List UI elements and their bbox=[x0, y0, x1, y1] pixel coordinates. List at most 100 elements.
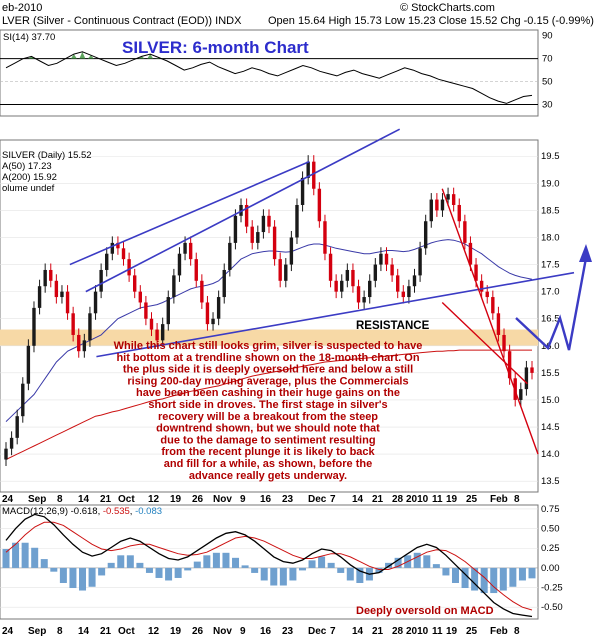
x-tick-label: 21 bbox=[372, 626, 384, 637]
price-tick-label: 14.0 bbox=[541, 449, 560, 460]
trendline bbox=[441, 188, 539, 455]
x-tick-label: 9 bbox=[240, 626, 246, 637]
candle-body bbox=[435, 199, 439, 211]
macd-histogram-bar bbox=[318, 556, 326, 568]
candle-body bbox=[519, 389, 523, 400]
x-tick-label: 2010 bbox=[406, 494, 429, 505]
macd-signal-line bbox=[5, 521, 533, 611]
macd-histogram-bar bbox=[471, 567, 479, 591]
x-tick-label: 14 bbox=[78, 494, 90, 505]
macd-histogram-bar bbox=[480, 567, 488, 594]
x-tick-label: Oct bbox=[118, 494, 135, 505]
rsi-overbought-fill bbox=[28, 51, 162, 59]
candle-body bbox=[256, 232, 260, 243]
x-tick-label: 26 bbox=[192, 494, 204, 505]
candle-body bbox=[440, 199, 445, 211]
candle-body bbox=[373, 264, 378, 281]
forecast-arrow-head bbox=[579, 244, 592, 262]
price-tick-label: 15.5 bbox=[541, 368, 560, 379]
candle-body bbox=[71, 313, 75, 335]
x-tick-label: 21 bbox=[100, 626, 112, 637]
macd-tick-label: 0.75 bbox=[541, 504, 560, 515]
candle-body bbox=[99, 269, 103, 292]
x-tick-label: 14 bbox=[78, 626, 90, 637]
x-tick-label: 25 bbox=[466, 494, 478, 505]
macd-histogram-bar bbox=[394, 557, 402, 568]
x-tick-label: 21 bbox=[372, 494, 384, 505]
macd-histogram-bar bbox=[499, 567, 507, 591]
macd-label-v3: -0.083 bbox=[135, 506, 162, 517]
macd-histogram-bar bbox=[337, 567, 345, 573]
candle-body bbox=[250, 226, 254, 243]
x-tick-label: 23 bbox=[282, 494, 294, 505]
price-tick-label: 15.0 bbox=[541, 395, 560, 406]
macd-histogram-bar bbox=[241, 565, 249, 568]
header-bar bbox=[0, 0, 599, 28]
macd-histogram-bar bbox=[2, 549, 10, 568]
trendline bbox=[441, 301, 528, 385]
candle-body bbox=[54, 280, 59, 298]
candle-body bbox=[334, 280, 338, 292]
candle-body bbox=[390, 264, 394, 276]
macd-histogram-bar bbox=[117, 555, 125, 568]
candle-body bbox=[356, 286, 361, 303]
resistance-label: RESISTANCE bbox=[356, 320, 430, 332]
macd-histogram-bar bbox=[298, 567, 306, 571]
x-tick-label: 12 bbox=[148, 494, 160, 505]
candle-body bbox=[485, 291, 489, 298]
macd-histogram-bar bbox=[222, 552, 230, 568]
x-tick-label: Dec bbox=[308, 626, 327, 637]
candle-body bbox=[77, 334, 81, 352]
commentary-line: hit bottom at a trendline shown on the 1… bbox=[116, 352, 419, 364]
candle-body bbox=[323, 221, 327, 254]
x-tick-label: 19 bbox=[170, 626, 182, 637]
macd-tick-label: 0.50 bbox=[541, 524, 560, 535]
macd-histogram-bar bbox=[308, 560, 316, 568]
commentary-line: While this chart still looks grim, silve… bbox=[114, 340, 423, 352]
macd-histogram-bar bbox=[193, 561, 201, 568]
candle-body bbox=[244, 204, 249, 227]
macd-histogram-bar bbox=[40, 559, 48, 568]
price-panel: 19.5 19.0 18.5 18.0 17.5 17.0 16.5 16.0 15.5 15.0… bbox=[0, 128, 592, 493]
macd-histogram-bar bbox=[442, 567, 450, 576]
macd-histogram-bar bbox=[31, 547, 39, 568]
macd-label-v2: -0.535 bbox=[103, 506, 130, 517]
macd-histogram-bar bbox=[107, 562, 115, 568]
candle-body bbox=[121, 248, 126, 260]
commentary-line: rising 200-day moving average, plus the … bbox=[127, 375, 408, 387]
candle-body bbox=[345, 269, 350, 281]
candle-body bbox=[328, 253, 333, 281]
x-tick-label: Oct bbox=[118, 626, 135, 637]
macd-histogram-bar bbox=[98, 567, 106, 576]
candle-body bbox=[463, 221, 467, 243]
candle-body bbox=[362, 297, 366, 303]
rsi-frame bbox=[0, 29, 539, 117]
macd-histogram-bar bbox=[432, 564, 440, 568]
candle-body bbox=[468, 242, 473, 265]
candle-body bbox=[284, 264, 288, 281]
x-tick-label: 19 bbox=[446, 626, 458, 637]
candle-body bbox=[110, 242, 115, 254]
candle-body bbox=[188, 242, 193, 260]
macd-histogram-bar bbox=[12, 542, 20, 568]
candle-body bbox=[524, 367, 529, 390]
rsi-line bbox=[5, 51, 533, 104]
candle-body bbox=[530, 367, 534, 373]
price-legend-ma50: A(50) 17.23 bbox=[2, 161, 52, 172]
candle-body bbox=[194, 259, 198, 281]
x-tick-label: 14 bbox=[352, 626, 364, 637]
macd-histogram-bar bbox=[356, 567, 364, 583]
candle-body bbox=[351, 269, 355, 287]
macd-histogram-bar bbox=[270, 567, 278, 586]
candle-body bbox=[295, 204, 299, 238]
candle-body bbox=[60, 291, 64, 298]
x-tick-label: Feb bbox=[490, 626, 508, 637]
x-tick-label: 8 bbox=[514, 494, 520, 505]
commentary-line: recovery will be a breakout from the ste… bbox=[158, 411, 378, 423]
trendline bbox=[85, 128, 401, 293]
candle-body bbox=[457, 204, 461, 222]
x-tick-label: 28 bbox=[392, 626, 404, 637]
candle-body bbox=[43, 269, 47, 287]
macd-histogram-bar bbox=[461, 567, 469, 589]
